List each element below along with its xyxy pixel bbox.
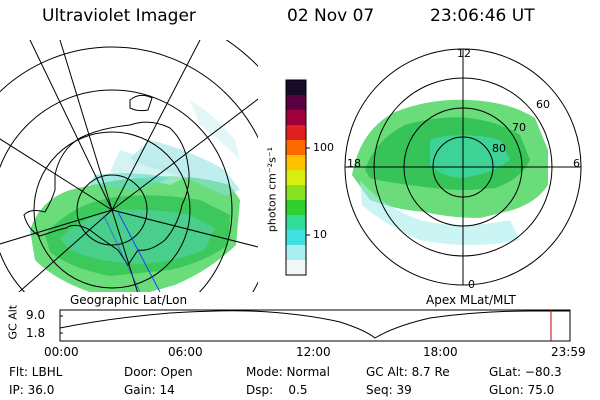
status-glon: GLon: 75.0 bbox=[489, 383, 555, 397]
colorbar-segment bbox=[286, 245, 306, 261]
timeline-y-axis-label: GC Alt bbox=[6, 304, 20, 340]
apex-polar-plot bbox=[344, 48, 582, 286]
status-glat: GLat: −80.3 bbox=[489, 365, 562, 379]
colorbar-segment bbox=[286, 95, 306, 111]
colorbar-segment bbox=[286, 230, 306, 246]
mlt-label-12: 12 bbox=[457, 47, 471, 60]
colorbar-segment bbox=[286, 155, 306, 171]
time-label: 23:06:46 UT bbox=[430, 6, 535, 26]
title-label: Ultraviolet Imager bbox=[42, 6, 196, 26]
colorbar-segment bbox=[286, 185, 306, 201]
colorbar-frame bbox=[285, 79, 307, 276]
date-label: 02 Nov 07 bbox=[287, 6, 375, 26]
x-tick-1800: 18:00 bbox=[423, 345, 458, 359]
mlt-label-18: 18 bbox=[347, 157, 361, 170]
x-tick-0600: 06:00 bbox=[168, 345, 203, 359]
apex-mlt-lines bbox=[345, 49, 581, 285]
colorbar-segment bbox=[286, 110, 306, 126]
colorbar-segment bbox=[286, 170, 306, 186]
y-tick-1-8: 1.8 bbox=[26, 326, 46, 340]
colorbar-ticks bbox=[306, 147, 310, 236]
geo-aurora-emission bbox=[30, 100, 240, 292]
lat-label-70: 70 bbox=[512, 121, 526, 134]
lat-label-80: 80 bbox=[492, 142, 506, 155]
timeline-plot bbox=[59, 309, 571, 342]
continent-outline bbox=[23, 94, 190, 266]
mlt-label-0: 0 bbox=[468, 278, 475, 291]
status-mode: Mode: Normal bbox=[246, 365, 330, 379]
status-dsp: Dsp: 0.5 bbox=[246, 383, 308, 397]
status-seq: Seq: 39 bbox=[366, 383, 412, 397]
x-tick-0000: 00:00 bbox=[44, 345, 79, 359]
colorbar-tick-100: 100 bbox=[313, 141, 334, 154]
status-ip: IP: 36.0 bbox=[9, 383, 55, 397]
geo-meridians bbox=[0, 40, 258, 292]
colorbar bbox=[285, 79, 307, 276]
geographic-map bbox=[0, 40, 258, 292]
status-filter: Flt: LBHL bbox=[9, 365, 63, 379]
y-tick-9: 9.0 bbox=[26, 308, 46, 322]
status-door: Door: Open bbox=[124, 365, 193, 379]
colorbar-segment bbox=[286, 200, 306, 216]
x-tick-2359: 23:59 bbox=[551, 345, 586, 359]
satellite-track bbox=[117, 211, 161, 292]
geographic-panel-label: Geographic Lat/Lon bbox=[70, 293, 188, 307]
colorbar-unit-label: photon cm⁻²s⁻¹ bbox=[265, 146, 279, 233]
colorbar-segment bbox=[286, 260, 306, 276]
lat-label-60: 60 bbox=[536, 98, 550, 111]
colorbar-segment bbox=[286, 215, 306, 231]
status-gc-alt: GC Alt: 8.7 Re bbox=[366, 365, 450, 379]
status-gain: Gain: 14 bbox=[124, 383, 175, 397]
colorbar-segment bbox=[286, 80, 306, 96]
mlt-label-6: 6 bbox=[573, 157, 580, 170]
geo-latitude-circles bbox=[0, 40, 258, 292]
altitude-curve bbox=[59, 310, 570, 339]
x-tick-1200: 12:00 bbox=[296, 345, 331, 359]
colorbar-segment bbox=[286, 140, 306, 156]
apex-panel-label: Apex MLat/MLT bbox=[426, 293, 516, 307]
colorbar-segment bbox=[286, 125, 306, 141]
colorbar-tick-10: 10 bbox=[313, 228, 327, 241]
